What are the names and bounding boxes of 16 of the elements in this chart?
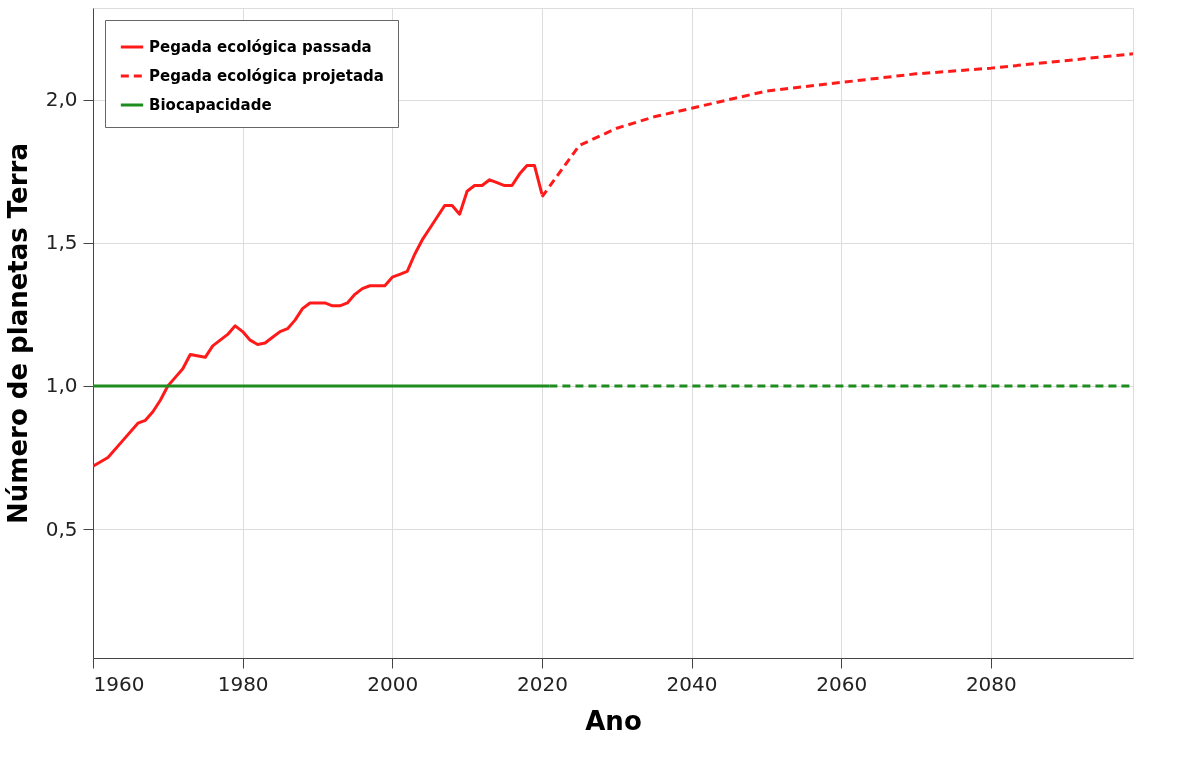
x-tick-label: 2060 — [816, 671, 868, 696]
y-tick-label: 1,0 — [45, 373, 78, 398]
y-axis-title: Número de planetas Terra — [2, 143, 33, 524]
x-axis-title: Ano — [585, 705, 642, 736]
x-tick-label: 2040 — [666, 671, 718, 696]
legend-label: Pegada ecológica projetada — [149, 67, 384, 85]
y-tick-label: 2,0 — [45, 87, 78, 112]
legend-label: Biocapacidade — [149, 96, 272, 114]
x-tick-label: 1960 — [93, 671, 145, 696]
x-tick-label: 2080 — [965, 671, 1017, 696]
x-tick-label: 2000 — [367, 671, 419, 696]
x-tick-label: 1980 — [217, 671, 269, 696]
legend-label: Pegada ecológica passada — [149, 38, 372, 56]
x-tick-label: 2020 — [516, 671, 568, 696]
y-tick-label: 1,5 — [45, 230, 78, 255]
y-tick-label: 0,5 — [45, 516, 78, 541]
